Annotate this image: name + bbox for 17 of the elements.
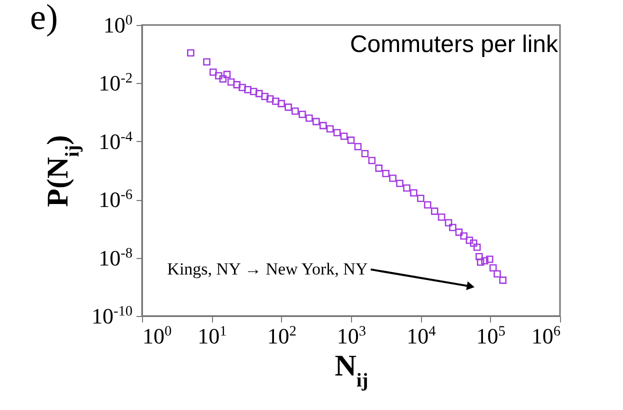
x-tick-label: 10$^{2}$: [267, 324, 296, 348]
y-tick-label: 10$^{-2}$: [98, 70, 132, 96]
x-axis-title: N$_{ij}$: [334, 350, 368, 391]
y-tick-label: 10$^{-10}$: [91, 304, 132, 328]
y-tick-label: 10$^{-4}$: [98, 128, 132, 154]
x-tick-label: 10$^{0}$: [142, 324, 172, 348]
x-tick-label: 10$^{5}$: [476, 324, 506, 348]
chart-title: Commuters per link: [350, 31, 559, 58]
annotation: Kings, NY → New York, NY: [167, 259, 368, 278]
text: e): [30, 0, 58, 37]
x-tick-label: 10$^{3}$: [336, 324, 366, 348]
y-tick-label: 10$^{0}$: [103, 12, 132, 38]
x-tick-label: 10$^{4}$: [406, 324, 436, 348]
x-tick-label: 10$^{6}$: [531, 324, 560, 348]
x-tick-label: 10$^{1}$: [198, 324, 227, 348]
y-tick-label: 10$^{-8}$: [98, 245, 132, 270]
y-tick-label: 10$^{-6}$: [98, 187, 132, 212]
